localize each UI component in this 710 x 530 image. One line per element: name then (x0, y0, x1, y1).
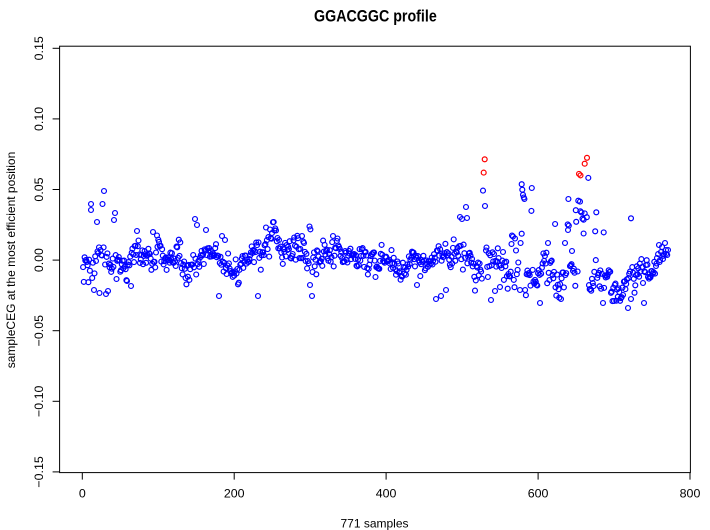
svg-text:0.00: 0.00 (32, 248, 46, 272)
svg-text:200: 200 (224, 487, 245, 501)
svg-text:0.10: 0.10 (32, 107, 46, 131)
svg-text:0.15: 0.15 (32, 36, 46, 60)
svg-text:800: 800 (680, 487, 701, 501)
svg-text:GGACGGC profile: GGACGGC profile (314, 8, 437, 26)
svg-text:400: 400 (376, 487, 397, 501)
svg-text:−0.05: −0.05 (32, 315, 46, 346)
svg-text:0.05: 0.05 (32, 177, 46, 201)
svg-text:sampleCEG at the most efficien: sampleCEG at the most efficient position (4, 152, 18, 369)
svg-text:0: 0 (79, 487, 86, 501)
svg-text:600: 600 (528, 487, 549, 501)
svg-text:771 samples: 771 samples (340, 517, 408, 530)
svg-text:−0.10: −0.10 (32, 386, 46, 417)
svg-text:−0.15: −0.15 (32, 456, 46, 487)
